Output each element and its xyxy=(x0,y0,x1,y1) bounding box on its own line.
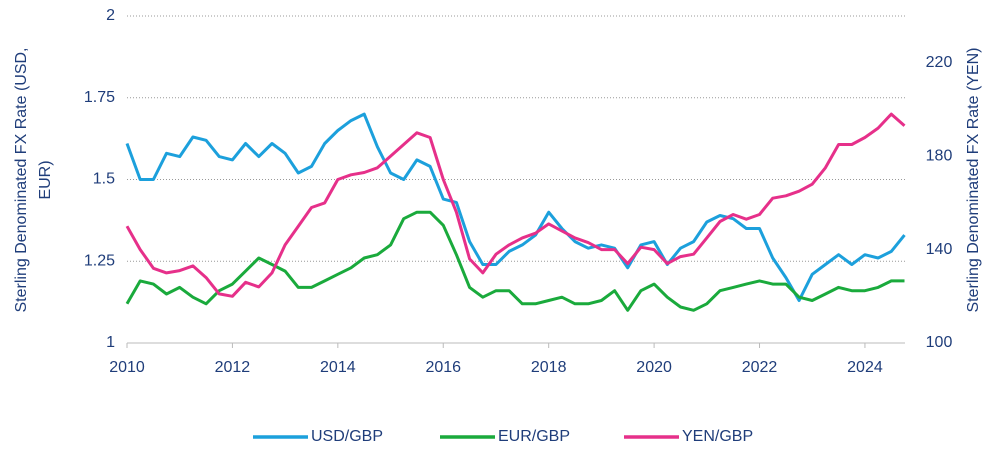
x-tick-label: 2022 xyxy=(742,359,778,376)
y-tick-label: 1.25 xyxy=(84,252,115,269)
x-tick-label: 2010 xyxy=(109,359,145,376)
series-line xyxy=(125,210,905,312)
x-tick-label: 2020 xyxy=(636,359,672,376)
x-tick-label: 2024 xyxy=(847,359,883,376)
legend-label: USD/GBP xyxy=(311,428,383,445)
y-tick-label: 1.5 xyxy=(93,171,115,188)
y2-tick-label: 180 xyxy=(926,147,953,164)
series-line xyxy=(125,112,906,302)
y-axis-title: EUR) xyxy=(37,160,54,199)
x-tick-label: 2014 xyxy=(320,359,356,376)
y2-tick-label: 100 xyxy=(926,334,953,351)
x-tick-label: 2012 xyxy=(215,359,251,376)
legend-label: EUR/GBP xyxy=(498,428,570,445)
legend-label: YEN/GBP xyxy=(682,428,753,445)
y-tick-label: 1 xyxy=(106,334,115,351)
y2-tick-label: 140 xyxy=(926,241,953,258)
series-line xyxy=(125,112,906,298)
y-tick-label: 2 xyxy=(106,7,115,24)
y-tick-label: 1.75 xyxy=(84,89,115,106)
y-axis-title: Sterling Denominated FX Rate (USD, xyxy=(13,48,30,313)
x-tick-label: 2016 xyxy=(425,359,461,376)
x-tick-label: 2018 xyxy=(531,359,567,376)
y2-tick-label: 220 xyxy=(926,54,953,71)
y2-axis-title: Sterling Denominated FX Rate (YEN) xyxy=(965,48,982,313)
